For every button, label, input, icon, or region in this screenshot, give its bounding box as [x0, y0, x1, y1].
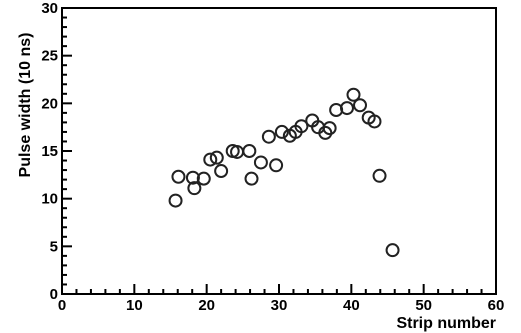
x-tick-label: 20: [198, 297, 215, 314]
axis-ticks: [61, 7, 497, 295]
y-tick-label: 20: [41, 95, 58, 112]
x-tick-label: 10: [126, 297, 143, 314]
data-point: [294, 119, 309, 134]
y-tick-labels: 0 5 10 15 20 25 30: [41, 0, 58, 303]
data-point: [244, 171, 259, 186]
y-tick-label: 15: [41, 143, 58, 160]
y-tick-label: 5: [50, 238, 58, 255]
data-point: [196, 171, 211, 186]
data-point: [214, 164, 229, 179]
x-tick-label: 30: [271, 297, 288, 314]
data-point: [203, 152, 218, 167]
data-point: [261, 129, 276, 144]
data-point: [269, 158, 284, 173]
data-point: [353, 98, 368, 113]
data-point: [242, 144, 257, 158]
data-point: [168, 193, 183, 208]
data-point: [274, 124, 289, 139]
y-axis-title: Pulse width (10 ns): [17, 33, 34, 178]
y-tick-label: 30: [41, 0, 58, 17]
data-point: [372, 168, 387, 183]
x-tick-label: 50: [415, 297, 432, 314]
y-tick-label: 10: [41, 191, 58, 208]
data-point: [322, 121, 337, 136]
x-axis-title: Strip number: [396, 315, 496, 332]
x-tick-label: 60: [488, 297, 505, 314]
data-point: [346, 87, 361, 102]
plot-frame: [61, 7, 497, 295]
data-point: [253, 155, 268, 170]
y-tick-label: 0: [50, 286, 58, 303]
data-point: [367, 114, 382, 129]
data-point: [209, 150, 224, 165]
data-point: [185, 170, 200, 185]
x-tick-labels: 0 10 20 30 40 50 60: [58, 297, 505, 314]
data-points: [168, 87, 400, 258]
y-tick-label: 25: [41, 48, 58, 65]
x-tick-label: 40: [343, 297, 360, 314]
data-point: [385, 243, 400, 258]
x-tick-label: 0: [58, 297, 66, 314]
data-point: [187, 181, 202, 196]
plot-area-border: [61, 7, 497, 295]
data-point: [339, 101, 354, 116]
data-point: [171, 169, 186, 184]
